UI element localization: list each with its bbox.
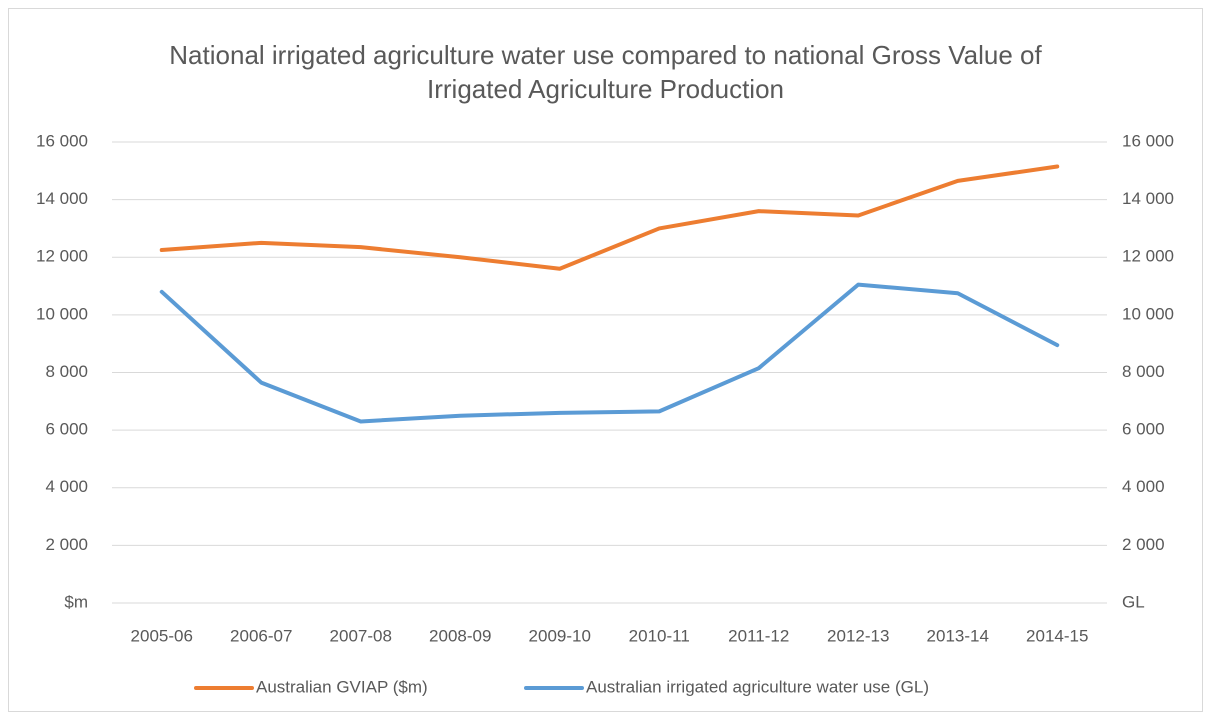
y2-tick-label: 14 000 <box>1122 189 1174 208</box>
x-tick-label: 2012-13 <box>827 626 889 645</box>
y-tick-label: 4 000 <box>45 477 88 496</box>
y2-tick-label: 10 000 <box>1122 304 1174 323</box>
x-tick-label: 2007-08 <box>330 626 392 645</box>
chart-title: National irrigated agriculture water use… <box>169 40 1042 104</box>
y2-tick-label: 12 000 <box>1122 247 1174 266</box>
legend-label: Australian GVIAP ($m) <box>256 677 428 696</box>
x-tick-label: 2013-14 <box>927 626 989 645</box>
y-tick-label: 2 000 <box>45 535 88 554</box>
x-tick-label: 2011-12 <box>728 626 789 645</box>
y-tick-label: 6 000 <box>45 420 88 439</box>
y2-tick-label: 2 000 <box>1122 535 1165 554</box>
y-tick-label: 14 000 <box>36 189 88 208</box>
y2-tick-label: GL <box>1122 592 1145 611</box>
y-tick-label: 16 000 <box>36 131 88 150</box>
y2-tick-label: 8 000 <box>1122 362 1165 381</box>
y2-tick-label: 16 000 <box>1122 131 1174 150</box>
x-tick-label: 2005-06 <box>131 626 193 645</box>
y2-tick-label: 6 000 <box>1122 420 1165 439</box>
y-tick-label: $m <box>64 592 88 611</box>
x-tick-label: 2008-09 <box>429 626 491 645</box>
y-tick-label: 12 000 <box>36 247 88 266</box>
line-series <box>159 282 1060 424</box>
legend-label: Australian irrigated agriculture water u… <box>586 677 929 696</box>
chart-border <box>8 8 1203 712</box>
x-tick-label: 2014-15 <box>1026 626 1088 645</box>
x-tick-label: 2010-11 <box>629 626 690 645</box>
y-tick-label: 8 000 <box>45 362 88 381</box>
x-tick-label: 2009-10 <box>529 626 591 645</box>
y-tick-label: 10 000 <box>36 304 88 323</box>
x-tick-label: 2006-07 <box>230 626 292 645</box>
y2-tick-label: 4 000 <box>1122 477 1165 496</box>
line-series <box>159 164 1060 271</box>
